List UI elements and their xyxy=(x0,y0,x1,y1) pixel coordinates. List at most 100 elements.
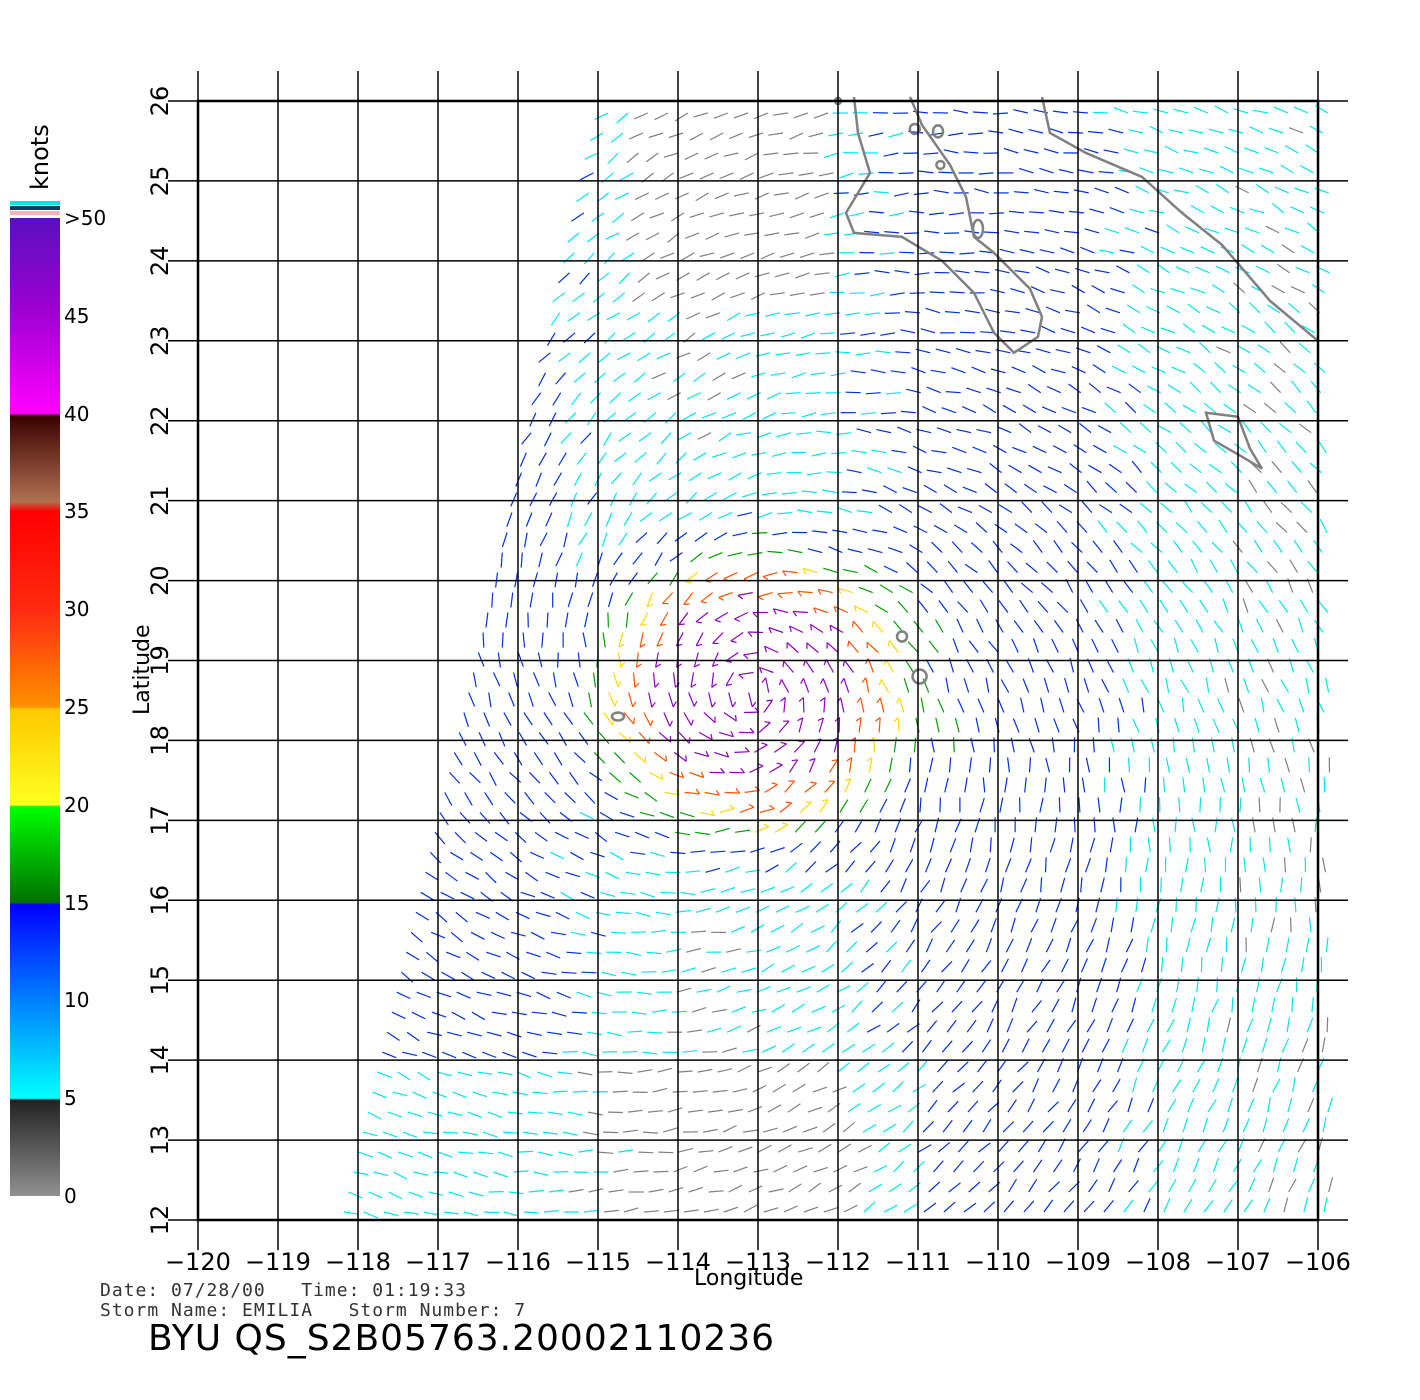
wind-barb xyxy=(1236,344,1251,354)
wind-barb xyxy=(545,512,553,527)
wind-barb xyxy=(987,1101,1000,1113)
wind-barb xyxy=(766,946,781,953)
wind-barb xyxy=(868,757,873,773)
mainland-mexico-coast xyxy=(1040,96,1319,342)
wind-barb xyxy=(1176,346,1191,354)
wind-barb xyxy=(1125,481,1138,494)
wind-barb xyxy=(753,1168,769,1173)
wind-barb xyxy=(594,112,609,121)
wind-barb xyxy=(1244,579,1254,593)
wind-barb xyxy=(1227,1097,1234,1113)
wind-barb xyxy=(1172,540,1183,553)
wind-barb xyxy=(922,405,937,414)
wind-barb xyxy=(1216,346,1231,354)
wind-barb xyxy=(1306,1018,1314,1033)
wind-barb xyxy=(468,1191,484,1197)
wind-barb xyxy=(628,392,642,402)
wind-barb xyxy=(583,252,595,265)
wind-barb xyxy=(1123,148,1139,154)
wind-barb-feather xyxy=(809,757,816,762)
wind-barb-feather xyxy=(768,627,772,634)
wind-barb xyxy=(920,583,934,594)
wind-barb xyxy=(739,172,754,180)
wind-barb xyxy=(518,732,528,746)
wind-barb xyxy=(648,692,653,708)
wind-barb xyxy=(956,979,966,993)
wind-barb xyxy=(1164,482,1178,494)
wind-barb xyxy=(983,1201,996,1213)
wind-barb xyxy=(869,292,885,297)
wind-barb xyxy=(1265,579,1274,593)
wind-barb xyxy=(797,590,813,594)
wind-barb xyxy=(1030,918,1039,933)
wind-barb xyxy=(687,1029,703,1033)
wind-barb xyxy=(1124,857,1128,873)
wind-barb xyxy=(926,561,938,574)
wind-barb xyxy=(567,1111,583,1116)
wind-barb xyxy=(576,991,592,998)
wind-barb xyxy=(920,328,936,334)
wind-barb xyxy=(663,152,679,158)
wind-barb xyxy=(787,1103,801,1113)
wind-barb xyxy=(793,112,809,119)
wind-barb xyxy=(846,469,862,474)
wind-barb xyxy=(769,292,785,296)
wind-barb xyxy=(1196,520,1208,533)
wind-barb xyxy=(391,1011,406,1020)
wind-barb xyxy=(1285,937,1290,953)
wind-barb xyxy=(1193,718,1200,733)
wind-barb xyxy=(616,112,629,124)
wind-barb xyxy=(1162,777,1166,793)
wind-barb xyxy=(538,372,547,387)
wind-barb xyxy=(598,1151,614,1154)
wind-barb xyxy=(1091,997,1098,1013)
wind-barb xyxy=(1144,777,1147,793)
wind-barb xyxy=(830,920,842,933)
wind-barb xyxy=(662,592,674,604)
wind-barb-feather xyxy=(705,750,710,757)
wind-barb xyxy=(668,472,682,481)
wind-barb xyxy=(762,412,777,420)
wind-barb xyxy=(1308,917,1312,933)
wind-barb xyxy=(780,412,796,415)
wind-barb xyxy=(733,112,749,119)
wind-barb-feather xyxy=(810,781,817,784)
wind-barb xyxy=(874,270,890,274)
wind-barb xyxy=(541,971,557,975)
wind-barb xyxy=(907,466,922,474)
wind-barb xyxy=(956,618,964,633)
wind-barb xyxy=(533,1171,549,1176)
wind-barb xyxy=(1045,938,1054,953)
wind-barb xyxy=(1043,1199,1054,1213)
wind-barb xyxy=(826,1022,840,1033)
wind-barb xyxy=(1290,917,1292,933)
wind-barb xyxy=(1013,109,1029,114)
wind-barb-feather xyxy=(782,822,789,826)
wind-barb xyxy=(999,797,1004,813)
lat-tick-label: 12 xyxy=(146,1205,174,1236)
wind-barb xyxy=(976,429,992,434)
wind-barb xyxy=(870,921,883,933)
wind-barb xyxy=(420,891,434,901)
wind-barb xyxy=(1101,678,1110,693)
wind-barb-feather xyxy=(800,678,805,684)
wind-barb xyxy=(1179,167,1194,174)
wind-barb xyxy=(642,1051,658,1055)
wind-barb xyxy=(855,352,871,356)
wind-barb xyxy=(664,412,677,424)
wind-barb xyxy=(1261,1037,1268,1053)
wind-barb xyxy=(1132,110,1148,114)
wind-barb xyxy=(947,467,962,474)
wind-barb xyxy=(638,1151,654,1154)
wind-barb xyxy=(608,692,616,707)
wind-barb xyxy=(759,808,775,813)
wind-barb xyxy=(372,1091,387,1099)
wind-barb xyxy=(525,512,533,527)
wind-barb xyxy=(850,370,866,374)
wind-barb xyxy=(885,659,895,673)
wind-barb xyxy=(832,529,848,534)
wind-barb xyxy=(770,924,785,933)
wind-barb xyxy=(944,777,949,793)
wind-barb xyxy=(654,831,670,839)
wind-barb xyxy=(1127,1097,1133,1113)
